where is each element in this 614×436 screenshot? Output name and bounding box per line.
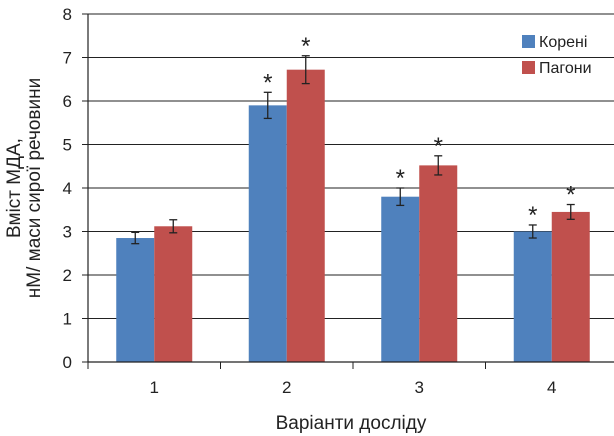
bar-shoots-2 (286, 69, 325, 363)
bar-roots-1 (116, 238, 155, 362)
bars-group (116, 69, 590, 363)
y-tick-label: 1 (63, 310, 72, 329)
x-axis-title: Варіанти досліду (276, 413, 427, 434)
y-axis-title-line: нМ/ маси сирої речовини (24, 78, 45, 299)
significance-star: * (263, 69, 272, 96)
bar-shoots-4 (551, 211, 590, 362)
y-tick-label: 7 (63, 49, 72, 68)
x-tick-label: 2 (282, 378, 291, 397)
error-bars-group (131, 55, 575, 245)
significance-star: * (434, 133, 443, 160)
y-tick-label: 4 (63, 179, 72, 198)
x-tick-label: 1 (150, 378, 159, 397)
y-tick-labels: 0 1 2 3 4 5 6 7 8 (63, 5, 72, 372)
y-tick-label: 8 (63, 5, 72, 24)
legend-label: Корені (539, 34, 587, 51)
y-tick-label: 2 (63, 266, 72, 285)
y-tick-label: 5 (63, 136, 72, 155)
legend-swatch (522, 35, 535, 48)
bar-roots-4 (513, 231, 552, 362)
x-tick-label: 4 (547, 378, 556, 397)
legend-label: Пагони (539, 60, 592, 77)
legend: Корені Пагони (522, 34, 592, 77)
significance-star: * (301, 33, 310, 60)
y-tick-label: 0 (63, 353, 72, 372)
x-tick-label: 3 (415, 378, 424, 397)
bar-shoots-3 (419, 165, 458, 362)
legend-swatch (522, 61, 535, 74)
bar-roots-3 (381, 196, 420, 362)
y-tick-label: 6 (63, 92, 72, 111)
y-axis-title-line: Вміст МДА, (4, 138, 25, 238)
significance-star: * (396, 165, 405, 192)
significance-markers: * * * * * * (263, 33, 575, 229)
bar-shoots-1 (154, 226, 193, 362)
y-axis-title: Вміст МДА, нМ/ маси сирої речовини (4, 78, 45, 299)
axes (82, 13, 614, 369)
y-tick-label: 3 (63, 223, 72, 242)
significance-star: * (566, 182, 575, 209)
significance-star: * (528, 202, 537, 229)
bar-roots-2 (248, 105, 287, 362)
x-tick-labels: 1 2 3 4 (150, 378, 557, 397)
